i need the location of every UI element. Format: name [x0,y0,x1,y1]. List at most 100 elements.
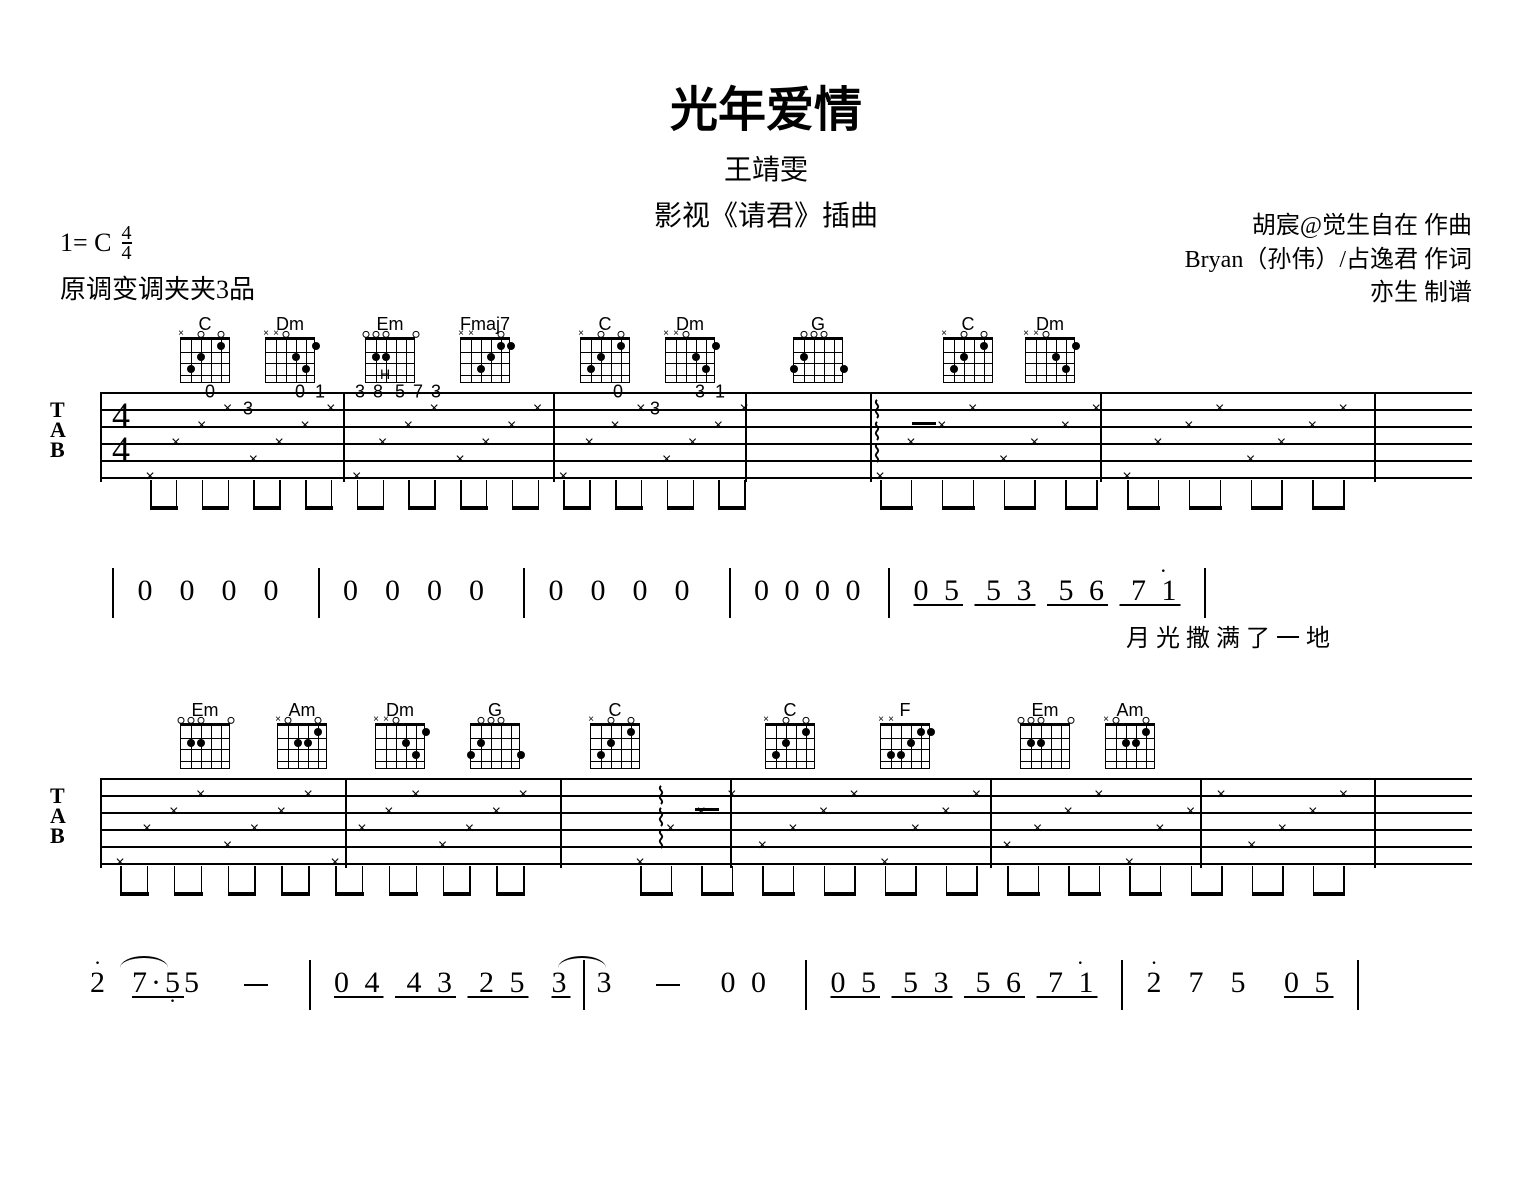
chord-diagram-am: Am× [272,700,332,769]
tab-x-mark: × [1002,837,1011,855]
tab-x-mark: × [378,434,387,452]
tab-x-mark: × [937,417,946,435]
key-label: 1= C [60,220,112,267]
chord-diagram-em: Em [1015,700,1075,769]
tab-x-mark: × [968,400,977,418]
tab-x-mark: × [906,434,915,452]
tab-x-mark: × [696,803,705,821]
tab-x-mark: × [584,434,593,452]
tab-x-mark: × [1094,786,1103,804]
tab-x-mark: × [662,451,671,469]
fret-number: 5 [395,382,405,403]
key-time-info: 1= C 4 4 原调变调夹夹3品 [60,220,255,314]
tab-x-mark: × [1063,803,1072,821]
tab-x-mark: × [941,803,950,821]
chord-label: G [465,700,525,721]
chord-diagram-dm: Dm×× [370,700,430,769]
tab-x-mark: × [1030,434,1039,452]
tab-x-mark: × [688,434,697,452]
tab-x-mark: × [1215,400,1224,418]
song-title: 光年爱情 [0,70,1532,140]
credits: 胡宸@觉生自在 作曲 Bryan（孙伟）/占逸君 作词 亦生 制谱 [1185,210,1472,311]
tab-x-mark: × [1339,786,1348,804]
fret-number: 3 [431,382,441,403]
tab-x-mark: × [357,820,366,838]
tab-x-mark: × [169,803,178,821]
tab-x-mark: × [465,820,474,838]
fret-number: 3 [243,399,253,420]
time-signature: 4 4 [122,224,132,262]
tab-x-mark: × [507,417,516,435]
tab-x-mark: × [326,400,335,418]
tab-x-mark: × [250,820,259,838]
tab-x-mark: × [911,820,920,838]
artist-name: 王靖雯 [0,148,1532,188]
tab-x-mark: × [429,400,438,418]
chord-diagram-fmaj7: Fmaj7×× [455,314,515,383]
tab-x-mark: × [142,820,151,838]
chord-diagram-em: Em [175,700,235,769]
tab-x-mark: × [1308,803,1317,821]
composer-credit: 胡宸@觉生自在 作曲 [1185,210,1472,244]
tab-x-mark: × [223,837,232,855]
jianpu-line-1: 0 0 0 0 0 0 0 0 0 0 0 0 0 0 0 0 0 5 5 3 … [100,568,1472,618]
tab-clef-2: TAB [50,786,66,845]
tab-x-mark: × [1308,417,1317,435]
tab-x-mark: × [999,451,1008,469]
tab-x-mark: × [1155,820,1164,838]
tab-x-mark: × [1277,434,1286,452]
tab-x-mark: × [1186,803,1195,821]
tab-x-mark: × [223,400,232,418]
fret-number: 1 [315,382,325,403]
tab-x-mark: × [1278,820,1287,838]
transcriber-credit: 亦生 制谱 [1185,277,1472,311]
fret-number: 8 [373,382,383,403]
tab-x-mark: × [1091,400,1100,418]
chord-label: G [788,314,848,335]
tab-x-mark: × [849,786,858,804]
fret-number: 3 [695,382,705,403]
capo-info: 原调变调夹夹3品 [60,267,255,314]
tab-x-mark: × [384,803,393,821]
chord-diagram-c: C× [938,314,998,383]
tab-x-mark: × [171,434,180,452]
tab-x-mark: × [300,417,309,435]
tab-x-mark: × [404,417,413,435]
fret-number: 7 [413,382,423,403]
tab-x-mark: × [819,803,828,821]
rest-mark [912,422,936,425]
tab-staff-1: TAB 44 ⌇⌇⌇ ×××××××××××××××××××××××××××××… [100,392,1472,482]
tab-x-mark: × [249,451,258,469]
tab-x-mark: × [758,837,767,855]
tab-x-mark: × [274,434,283,452]
tab-x-mark: × [455,451,464,469]
tab-x-mark: × [411,786,420,804]
jianpu-line-2: 2 7·55 0 4 4 3 2 5 33 0 0 0 5 5 3 5 6 7 … [90,960,1472,1010]
arpeggio-mark-2: ⌇⌇⌇ [646,782,674,848]
tab-x-mark: × [1184,417,1193,435]
chord-diagram-f: F×× [875,700,935,769]
tab-x-mark: × [1033,820,1042,838]
chord-diagram-dm: Dm×× [1020,314,1080,383]
tab-x-mark: × [197,417,206,435]
chord-diagram-am: Am× [1100,700,1160,769]
tab-clef: TAB [50,400,66,459]
tab-x-mark: × [1338,400,1347,418]
chord-diagram-c: C× [175,314,235,383]
tab-staff-2: TAB ⌇⌇⌇ ××××××××××××××××××××××××××××××××… [100,778,1472,868]
chord-diagram-dm: Dm×× [260,314,320,383]
tab-x-mark: × [518,786,527,804]
tab-x-mark: × [714,417,723,435]
tab-x-mark: × [1153,434,1162,452]
tab-x-mark: × [533,400,542,418]
lyricist-credit: Bryan（孙伟）/占逸君 作词 [1185,244,1472,278]
tab-x-mark: × [666,820,675,838]
tab-x-mark: × [438,837,447,855]
tab-x-mark: × [1061,417,1070,435]
fret-number: 0 [205,382,215,403]
chord-diagram-c: C× [585,700,645,769]
tab-x-mark: × [727,786,736,804]
chord-diagram-c: C× [760,700,820,769]
chord-diagram-c: C× [575,314,635,383]
tab-x-mark: × [277,803,286,821]
